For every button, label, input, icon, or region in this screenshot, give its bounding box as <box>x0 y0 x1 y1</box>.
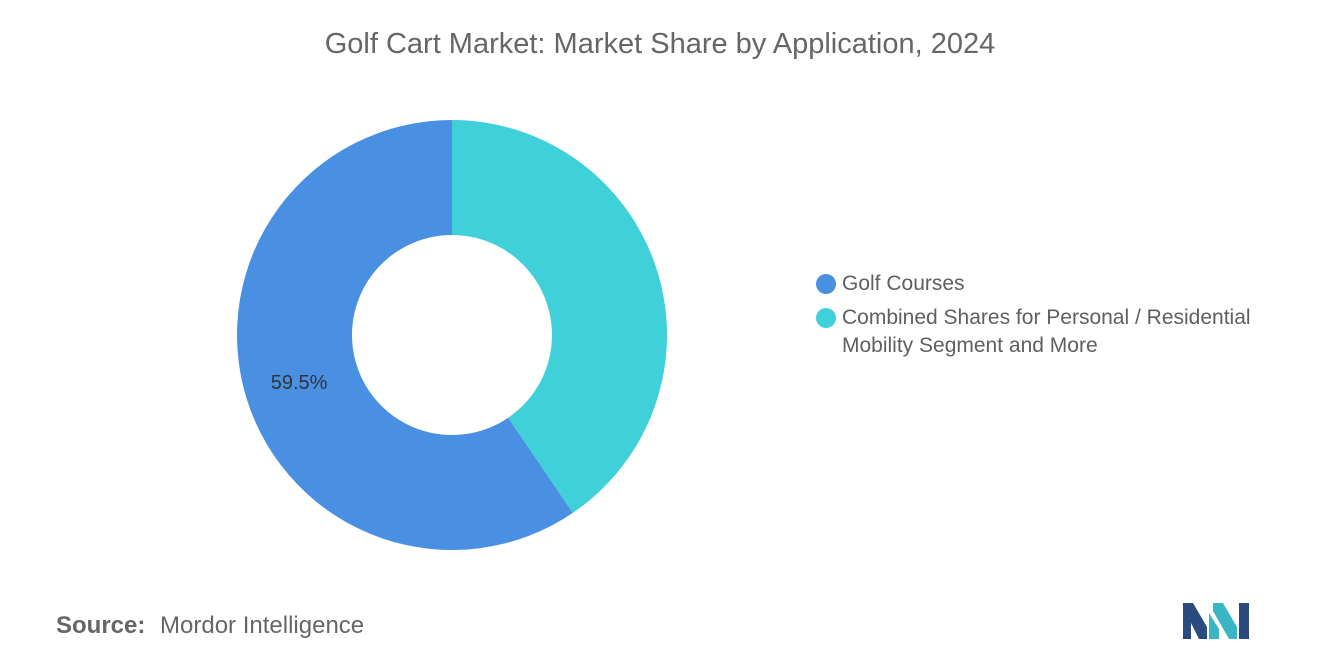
legend-label-golf-courses: Golf Courses <box>842 272 965 295</box>
donut-slice-1 <box>452 120 667 513</box>
source-value: Mordor Intelligence <box>160 612 365 639</box>
legend-swatch-golf-courses <box>816 274 836 294</box>
legend-item-combined-shares: Combined Shares for Personal / Residenti… <box>816 304 1276 360</box>
donut-slice-label-0: 59.5% <box>271 372 328 394</box>
source-line: Source: Mordor Intelligence <box>56 612 364 640</box>
legend-swatch-combined-shares <box>816 308 836 328</box>
source-key: Source: <box>56 612 146 639</box>
legend-label-combined-shares: Combined Shares for Personal / Residenti… <box>842 306 1251 357</box>
legend-item-golf-courses: Golf Courses <box>816 270 1276 298</box>
mordor-intelligence-logo-icon <box>1183 603 1249 639</box>
donut-slice-0 <box>236 120 573 550</box>
legend: Golf Courses Combined Shares for Persona… <box>816 270 1276 366</box>
chart-title: Golf Cart Market: Market Share by Applic… <box>324 28 996 60</box>
